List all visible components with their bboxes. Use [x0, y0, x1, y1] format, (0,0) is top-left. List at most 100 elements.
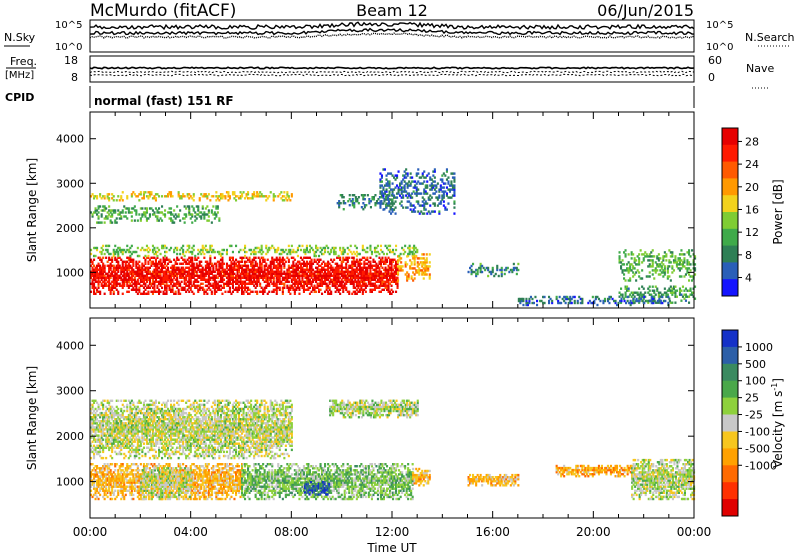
velocity-cell — [96, 496, 98, 498]
velocity-cell — [98, 498, 100, 500]
power-cell — [353, 257, 355, 259]
power-cell — [193, 199, 195, 201]
power-cell — [144, 255, 146, 257]
power-cell — [202, 245, 204, 247]
power-cell — [649, 290, 651, 292]
power-cell — [259, 283, 261, 285]
power-cell — [632, 253, 634, 255]
power-cell — [653, 290, 655, 292]
power-cell — [670, 279, 672, 281]
velocity-cell — [117, 494, 119, 496]
power-cell — [104, 195, 106, 197]
power-cell — [434, 202, 436, 204]
velocity-cell — [92, 463, 94, 465]
power-cell — [574, 300, 576, 302]
power-cell — [108, 193, 110, 195]
power-cell — [631, 257, 633, 259]
power-cell — [132, 259, 134, 261]
power-cell — [265, 263, 267, 265]
velocity-cell — [114, 473, 116, 475]
power-cell — [629, 277, 631, 279]
power-cell — [382, 202, 384, 204]
power-cell — [441, 178, 443, 180]
power-cell — [297, 255, 299, 257]
power-cell — [240, 249, 242, 251]
power-cell — [389, 180, 391, 182]
power-cell — [392, 249, 394, 251]
power-cell — [179, 293, 181, 295]
power-cell — [571, 302, 573, 304]
power-cell — [212, 195, 214, 197]
power-cell — [110, 253, 112, 255]
power-cell — [634, 267, 636, 269]
power-cell — [98, 211, 100, 213]
power-cell — [633, 298, 635, 300]
power-colorbar-segment — [722, 262, 738, 279]
power-cell — [128, 207, 130, 209]
power-cell — [516, 273, 518, 275]
power-cell — [104, 221, 106, 223]
power-cell — [565, 302, 567, 304]
power-cell — [638, 253, 640, 255]
power-cell — [649, 275, 651, 277]
velocity-cell — [123, 498, 125, 500]
power-cell — [104, 265, 106, 267]
nave-label: Nave — [746, 62, 774, 75]
power-colorbar-segment — [722, 128, 738, 145]
freq-tick-bottom: 8 — [71, 71, 78, 84]
power-cell — [360, 263, 362, 265]
power-cell — [288, 281, 290, 283]
power-cell — [536, 304, 538, 306]
power-cell — [481, 271, 483, 273]
power-cell — [289, 199, 291, 201]
velocity-cell — [122, 463, 124, 465]
power-cell — [544, 302, 546, 304]
power-cell — [146, 245, 148, 247]
power-cell — [623, 263, 625, 265]
power-cell — [423, 253, 425, 255]
power-cell — [191, 213, 193, 215]
power-cell — [315, 291, 317, 293]
power-cell — [667, 271, 669, 273]
freq-label: Freq. — [10, 55, 37, 68]
power-cell — [96, 195, 98, 197]
power-cell — [498, 275, 500, 277]
velocity-cell — [160, 465, 162, 467]
power-cell — [401, 200, 403, 202]
power-cell — [381, 180, 383, 182]
power-cell — [172, 195, 174, 197]
power-cell — [426, 184, 428, 186]
power-cell — [674, 255, 676, 257]
power-cell — [129, 247, 131, 249]
power-cell — [661, 296, 663, 298]
power-cell — [453, 184, 455, 186]
power-cell — [622, 294, 624, 296]
power-cell — [447, 176, 449, 178]
power-colorbar-segment — [722, 195, 738, 212]
station-title: McMurdo (fitACF) — [90, 1, 236, 21]
velocity-cell — [114, 498, 116, 500]
power-cell — [223, 249, 225, 251]
power-cell — [137, 247, 139, 249]
power-cell — [155, 197, 157, 199]
power-cell — [581, 298, 583, 300]
power-cell — [197, 281, 199, 283]
power-cell — [247, 265, 249, 267]
power-cell — [404, 245, 406, 247]
power-cell — [414, 210, 416, 212]
velocity-cell — [138, 469, 140, 471]
power-cell — [339, 293, 341, 295]
power-cell — [654, 300, 656, 302]
power-cell — [214, 251, 216, 253]
power-ylabel: Slant Range [km] — [25, 158, 39, 262]
power-cell — [286, 191, 288, 193]
power-cell — [375, 247, 377, 249]
power-cell — [131, 245, 133, 247]
power-cell — [149, 213, 151, 215]
power-cell — [446, 168, 448, 170]
power-cell — [173, 209, 175, 211]
power-cell — [108, 197, 110, 199]
power-cell — [619, 251, 621, 253]
power-cell — [167, 267, 169, 269]
power-colorbar-tick-label: 12 — [745, 226, 759, 239]
